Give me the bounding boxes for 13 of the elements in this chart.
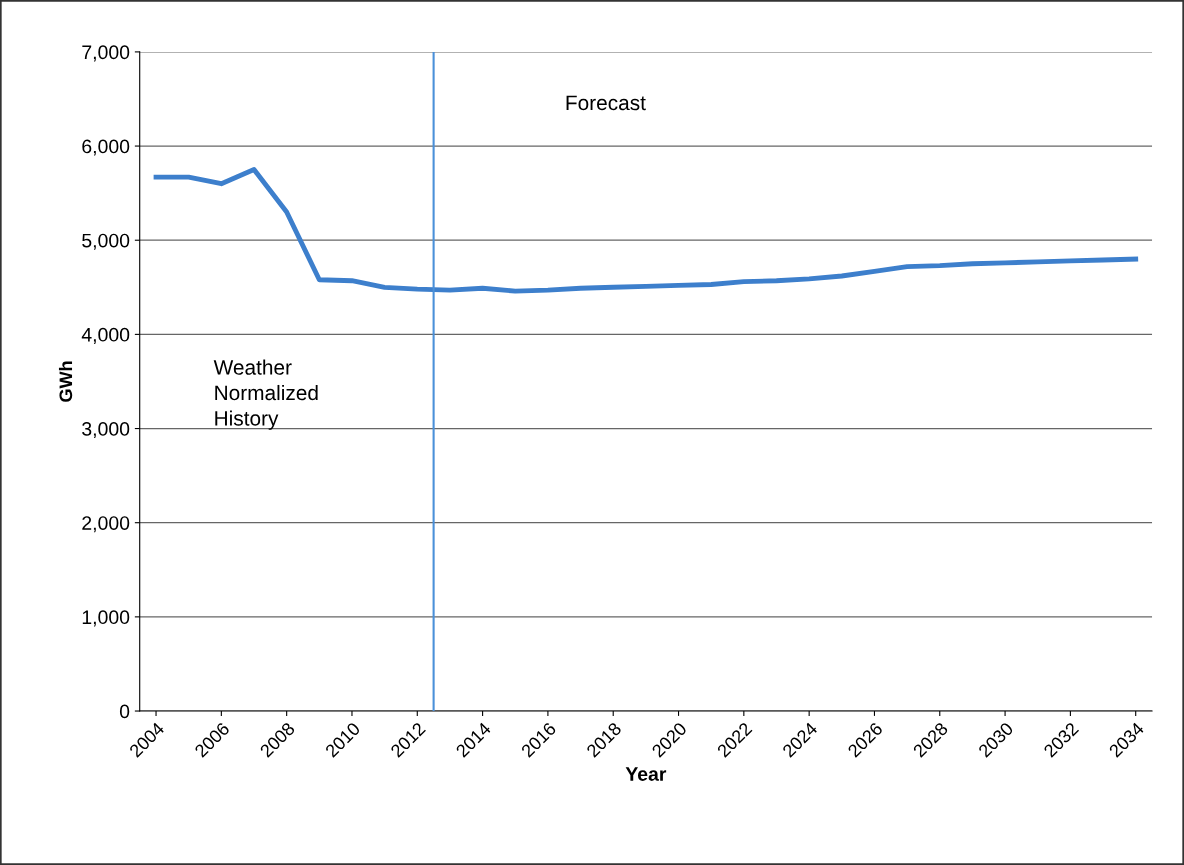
y-tick-label: 2,000	[82, 516, 130, 533]
y-tick-label: 7,000	[82, 45, 130, 62]
line-series	[153, 167, 1139, 294]
x-axis-title: Year	[625, 767, 667, 781]
annotation: Forecast	[566, 95, 646, 111]
y-tick-label: 5,000	[82, 233, 130, 250]
y-tick-label: 0	[119, 704, 130, 719]
annotation: Weather Normalized History	[213, 359, 318, 430]
y-tick-label: 6,000	[82, 139, 130, 156]
y-tick-label: 4,000	[81, 327, 130, 344]
y-axis-title: GWh	[58, 361, 73, 402]
y-tick-label: 1,000	[82, 610, 130, 627]
y-tick-label: 3,000	[82, 422, 130, 439]
